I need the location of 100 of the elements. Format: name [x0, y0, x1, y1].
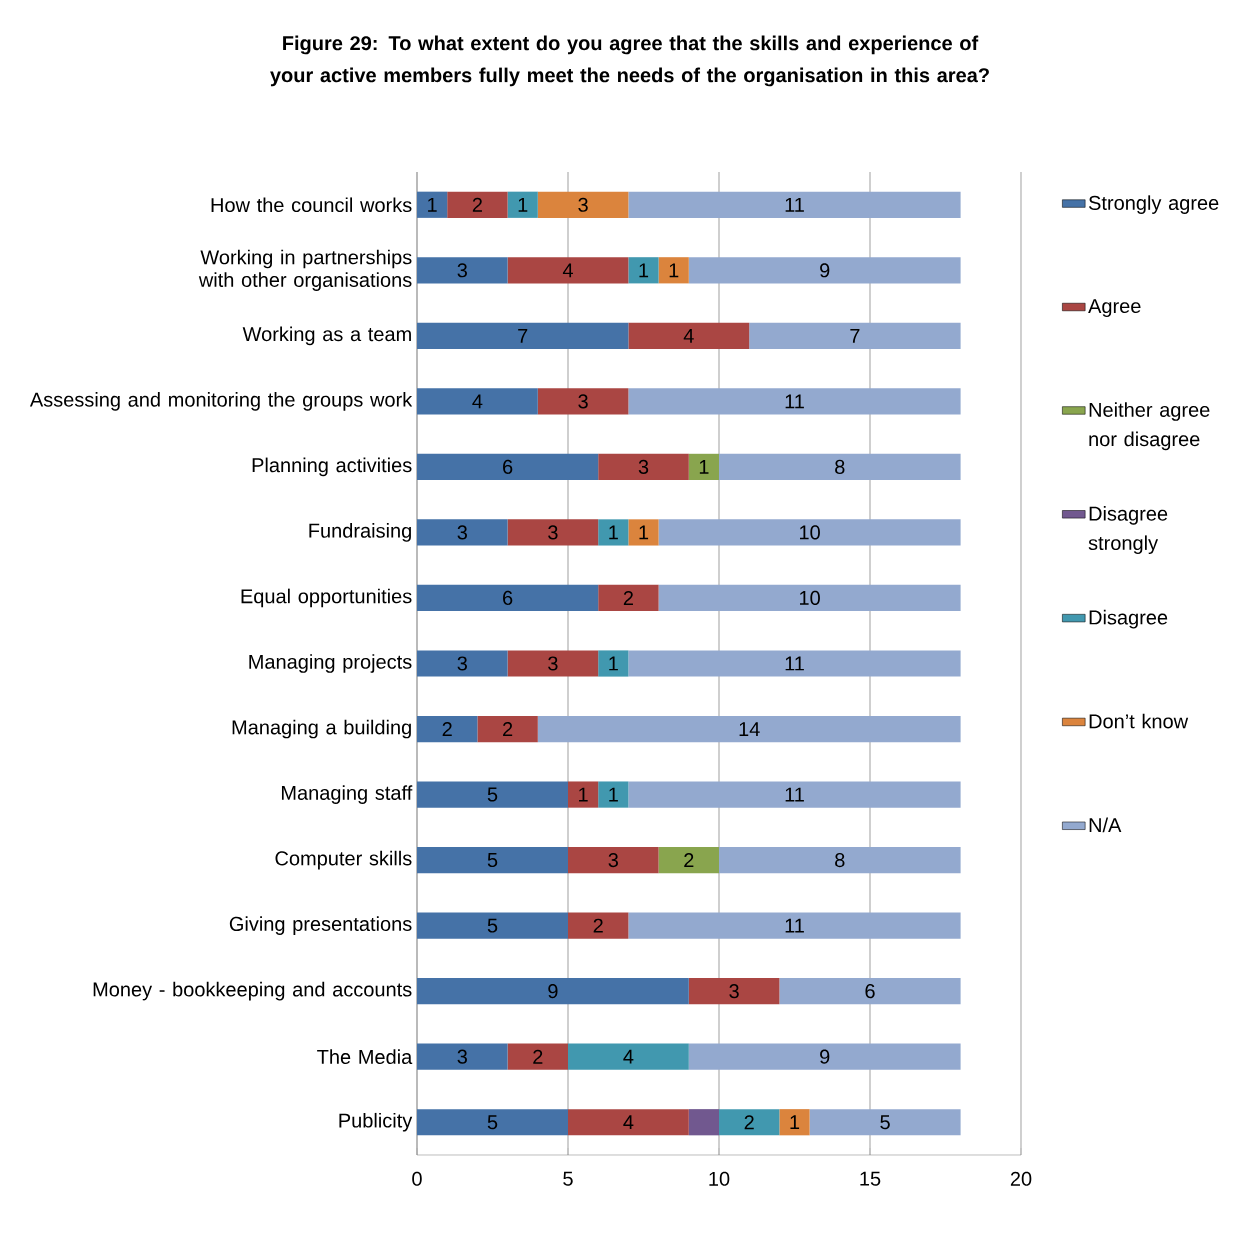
bar — [477, 715, 538, 743]
data-label: 3 — [457, 656, 467, 671]
y-tick-label: Computer skills — [275, 850, 412, 870]
data-label: 14 — [739, 722, 760, 736]
data-label: 1 — [428, 197, 437, 212]
bar — [417, 257, 508, 284]
bar — [417, 978, 689, 1005]
data-label: 3 — [638, 459, 649, 474]
x-tick-label: 20 — [1010, 1171, 1032, 1186]
bar — [417, 322, 629, 349]
bar — [749, 322, 961, 349]
data-label: 5 — [880, 1115, 890, 1130]
data-label: 1 — [609, 525, 618, 540]
bar — [598, 584, 659, 612]
bar — [688, 453, 719, 481]
bar — [628, 257, 659, 284]
y-tick-label: Managing a building — [232, 719, 411, 739]
bar — [507, 1043, 568, 1070]
bar — [779, 1109, 810, 1136]
bar — [568, 912, 629, 939]
x-tick-label: 5 — [563, 1171, 573, 1186]
bar — [417, 1109, 568, 1136]
bar — [507, 519, 599, 546]
data-label: 11 — [785, 394, 804, 409]
bar — [628, 191, 961, 218]
data-label: 3 — [608, 853, 618, 868]
data-label: 1 — [579, 787, 588, 802]
y-tick-label: Publicity — [339, 1112, 413, 1132]
data-label: 11 — [785, 787, 804, 802]
data-label: 5 — [487, 853, 498, 868]
data-label: 1 — [609, 656, 618, 671]
data-label: 7 — [518, 328, 528, 343]
data-label: 4 — [683, 328, 694, 343]
data-label: 3 — [578, 197, 588, 212]
bar — [809, 1109, 961, 1136]
bar — [568, 846, 659, 874]
y-tick-label: The Media — [317, 1049, 413, 1065]
bar — [417, 781, 568, 808]
bar — [779, 978, 961, 1005]
data-label: 3 — [457, 525, 467, 540]
bar — [658, 257, 689, 284]
data-label: 2 — [472, 197, 482, 212]
data-label: 2 — [503, 722, 513, 736]
bar — [417, 715, 478, 743]
bar — [719, 1109, 780, 1136]
bar — [628, 912, 961, 939]
bar — [568, 781, 599, 808]
bar — [537, 388, 629, 415]
data-label: 4 — [562, 263, 573, 278]
data-label: 4 — [623, 1049, 634, 1064]
bar — [537, 715, 961, 743]
bar — [688, 1109, 719, 1136]
data-label: 2 — [442, 722, 452, 736]
chart-title: Figure 29: To what extent do you agree that the skills and experience of your active members fully meet the needs of the organisation in this area? — [270, 35, 989, 87]
bar — [417, 846, 568, 874]
bar — [598, 519, 629, 546]
data-label: 3 — [457, 263, 467, 278]
bar — [598, 781, 629, 808]
bar — [719, 453, 961, 481]
data-label: 5 — [487, 918, 498, 933]
data-label: 8 — [835, 459, 845, 474]
data-label: 2 — [593, 918, 603, 933]
bar — [507, 191, 538, 218]
bar — [688, 1043, 961, 1070]
data-label: 9 — [548, 984, 558, 999]
bar — [658, 846, 719, 874]
data-label: 6 — [503, 459, 513, 474]
data-label: 2 — [533, 1049, 543, 1064]
y-tick-label: Assessing and monitoring the groups work — [29, 392, 413, 411]
data-label: 4 — [472, 394, 483, 409]
data-label: 5 — [487, 787, 498, 802]
bar — [598, 453, 689, 481]
data-label: 1 — [790, 1115, 800, 1130]
bar — [658, 584, 961, 612]
x-tick-label: 0 — [412, 1171, 422, 1186]
data-label: 1 — [639, 263, 649, 278]
y-tick-label: Money - bookkeeping and accounts — [93, 981, 412, 1001]
data-label: 3 — [548, 525, 558, 540]
data-label: 1 — [609, 787, 618, 802]
bar — [628, 519, 659, 546]
bar — [417, 519, 508, 546]
bar — [688, 978, 780, 1005]
bar — [417, 584, 599, 612]
bar — [719, 846, 961, 874]
data-label: 7 — [850, 328, 860, 343]
data-label: 10 — [800, 590, 820, 606]
bar — [417, 388, 538, 415]
data-label: 6 — [865, 984, 875, 999]
y-tick-label: Working as a team — [242, 326, 411, 346]
x-tick-label: 10 — [709, 1171, 730, 1186]
legend-label: Strongly agree — [1088, 195, 1219, 214]
bar — [537, 191, 629, 218]
bar — [417, 191, 448, 218]
bar — [628, 781, 961, 808]
bar — [628, 650, 961, 677]
bar — [417, 1043, 508, 1070]
bar — [417, 453, 599, 481]
data-label: 3 — [548, 656, 558, 671]
legend-label: Agree — [1088, 299, 1141, 318]
data-label: 11 — [785, 197, 804, 212]
